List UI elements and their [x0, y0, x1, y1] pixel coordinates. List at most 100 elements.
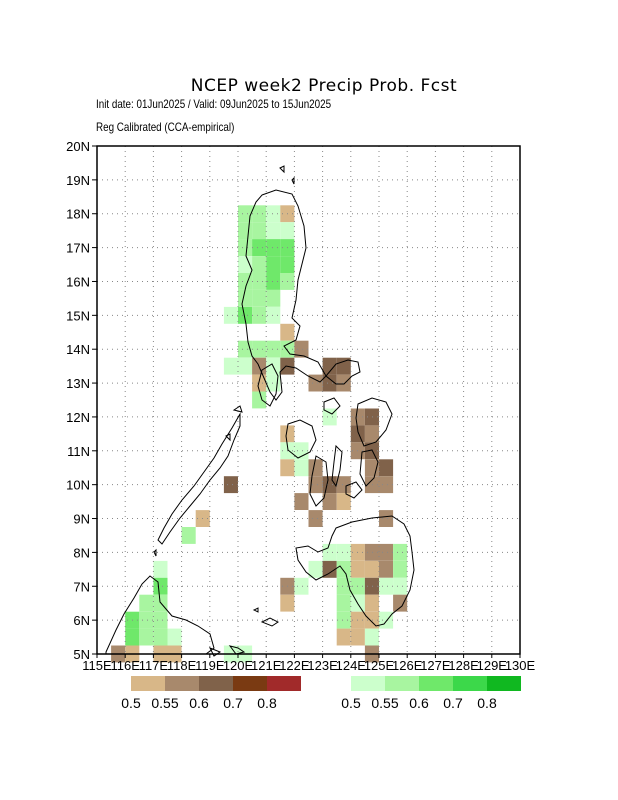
wet-probability-cell: [181, 527, 196, 544]
wet-probability-cell: [125, 628, 140, 646]
wet-probability-cell: [252, 340, 267, 358]
dry-probability-cell: [364, 408, 379, 426]
palawan-coastline: [157, 412, 241, 545]
longitude-label: 124E: [336, 658, 367, 673]
negros-coastline: [309, 455, 329, 507]
latitude-label: 5N: [73, 647, 90, 662]
wet-probability-cell: [252, 289, 267, 307]
longitude-label: 129E: [477, 658, 508, 673]
dry-probability-cell: [379, 476, 394, 494]
longitude-label: 118E: [167, 658, 197, 673]
wet-probability-cell: [153, 560, 168, 578]
bohol-coastline: [345, 481, 363, 499]
dry-probability-cell: [280, 459, 295, 477]
minor-islands-coastline: [153, 405, 259, 613]
legend-swatch: [351, 676, 385, 691]
dry-probability-cell: [364, 476, 379, 494]
dry-probability-cell: [308, 476, 323, 494]
samar-coastline: [355, 397, 393, 447]
wet-probability-cell: [322, 543, 337, 561]
longitude-label: 121E: [251, 658, 282, 673]
legend-label: 0.8: [477, 695, 497, 711]
wet-probability-cell: [238, 273, 253, 290]
dry-probability-cell: [350, 425, 365, 443]
legend-label: 0.7: [223, 695, 243, 711]
borneo-coastline: [105, 575, 215, 655]
longitude-label: 126E: [392, 658, 423, 673]
wet-probability-cell: [252, 205, 267, 223]
wet-probability-cell: [308, 560, 323, 578]
dry-probability-cell: [350, 560, 365, 578]
dry-probability-cell: [294, 493, 309, 510]
longitude-label: 122E: [279, 658, 310, 673]
dry-probability-cell: [322, 357, 337, 375]
wet-probability-legend: 0.5 0.55 0.6 0.7 0.8: [341, 676, 521, 711]
dry-probability-cell: [322, 560, 337, 578]
dry-probability-cell: [294, 340, 309, 358]
legend-label: 0.5: [121, 695, 141, 711]
wet-probability-cell: [266, 289, 281, 307]
wet-probability-cell: [153, 577, 168, 595]
wet-probability-cell: [238, 256, 253, 273]
wet-probability-cell: [393, 577, 408, 595]
wet-probability-cell: [139, 628, 154, 646]
probability-cells: [111, 205, 408, 663]
wet-probability-cell: [336, 611, 351, 629]
legend-label: 0.5: [341, 695, 361, 711]
wet-probability-cell: [266, 205, 281, 223]
latitude-label: 16N: [66, 274, 90, 289]
wet-probability-cell: [266, 273, 281, 290]
longitude-label: 120E: [223, 658, 254, 673]
longitude-label: 125E: [364, 658, 395, 673]
latitude-label: 19N: [66, 173, 90, 188]
legend-swatch: [199, 676, 233, 691]
wet-probability-cell: [294, 459, 309, 477]
wet-probability-cell: [252, 222, 267, 240]
longitude-label: 117E: [139, 658, 169, 673]
wet-probability-cell: [266, 256, 281, 273]
dry-probability-cell: [280, 594, 295, 612]
dry-probability-legend: 0.5 0.55 0.6 0.7 0.8: [121, 676, 301, 711]
dry-probability-cell: [336, 357, 351, 375]
cebu-coastline: [331, 444, 343, 488]
valid-date-subtitle: Init date: 01Jun2025 / Valid: 09Jun2025 …: [96, 97, 332, 111]
legend-swatch: [453, 676, 487, 691]
wet-probability-cell: [238, 357, 253, 375]
wet-probability-cell: [252, 273, 267, 290]
wet-probability-cell: [393, 560, 408, 578]
method-subtitle: Reg Calibrated (CCA-empirical): [96, 120, 235, 134]
wet-probability-cell: [336, 543, 351, 561]
legend-swatch: [131, 676, 165, 691]
longitude-label: 130E: [505, 658, 536, 673]
latitude-label: 20N: [66, 139, 90, 154]
dry-probability-cell: [379, 510, 394, 527]
wet-probability-cell: [266, 222, 281, 240]
latitude-label: 7N: [73, 579, 90, 594]
wet-probability-cell: [238, 289, 253, 307]
longitude-labels: 115E116E117E118E119E120E121E122E123E124E…: [82, 654, 536, 673]
coastline: [105, 165, 415, 657]
legend-label: 0.7: [443, 695, 463, 711]
wet-probability-cell: [238, 306, 253, 324]
wet-probability-cell: [252, 391, 267, 409]
mindanao-coastline: [295, 515, 415, 627]
legend-swatch: [267, 676, 301, 691]
latitude-label: 11N: [67, 444, 90, 459]
wet-probability-cell: [294, 577, 309, 595]
dry-probability-cell: [350, 628, 365, 646]
wet-probability-cell: [364, 628, 379, 646]
dry-probability-cell: [336, 628, 351, 646]
wet-probability-cell: [252, 239, 267, 256]
dry-probability-cell: [379, 459, 394, 477]
dry-probability-cell: [322, 374, 337, 392]
legend-label: 0.6: [409, 695, 429, 711]
legend-swatch: [385, 676, 419, 691]
longitude-label: 119E: [195, 658, 225, 673]
dry-probability-cell: [364, 594, 379, 612]
wet-probability-cell: [153, 611, 168, 629]
wet-probability-cell: [280, 222, 295, 240]
wet-probability-cell: [139, 594, 154, 612]
dry-probability-cell: [364, 425, 379, 443]
dry-probability-cell: [223, 476, 238, 494]
